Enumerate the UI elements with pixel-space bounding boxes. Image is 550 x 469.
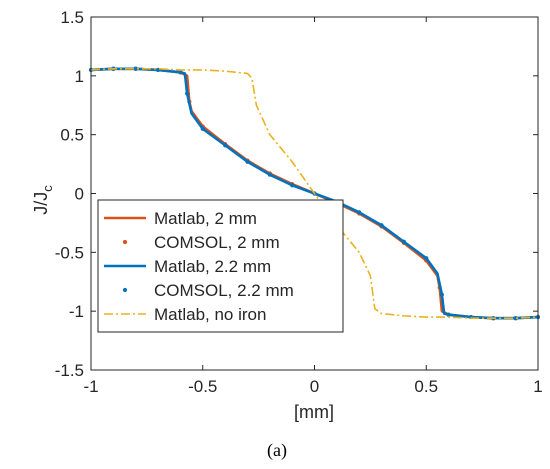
series-layer bbox=[88, 66, 541, 321]
x-tick-label: 0 bbox=[310, 377, 319, 396]
series-4-point bbox=[223, 143, 228, 148]
series-4-point bbox=[245, 159, 250, 164]
ticks-layer: -1 -0.5 0 0.5 1-1.5-1-0.500.511.5 bbox=[55, 8, 543, 396]
figure-caption: (a) bbox=[267, 440, 287, 461]
x-tick-label: -1 bbox=[83, 377, 98, 396]
legend-swatch bbox=[122, 287, 128, 293]
legend-label: COMSOL, 2.2 mm bbox=[154, 281, 294, 300]
y-tick-label: -1.5 bbox=[55, 361, 84, 380]
series-4-point bbox=[424, 256, 429, 261]
legend-entry: Matlab, 2 mm bbox=[104, 209, 257, 228]
y-tick-label: -0.5 bbox=[55, 243, 84, 262]
legend-entry: Matlab, no iron bbox=[104, 305, 266, 324]
series-4-point bbox=[267, 172, 272, 177]
series-4-point bbox=[133, 66, 138, 71]
y-tick-label: 1 bbox=[75, 67, 84, 86]
legend-label: Matlab, 2 mm bbox=[154, 209, 257, 228]
series-4-point bbox=[446, 312, 451, 317]
legend-entry: Matlab, 2.2 mm bbox=[104, 257, 271, 276]
y-axis-label: J/Jc bbox=[31, 185, 55, 215]
y-tick-label: 0 bbox=[75, 185, 84, 204]
series-5-line bbox=[90, 67, 539, 320]
series-4-point bbox=[178, 70, 183, 75]
y-axis-label-main: J/J bbox=[31, 192, 51, 215]
legend-entry: COMSOL, 2 mm bbox=[122, 233, 280, 252]
x-tick-label: 1 bbox=[533, 377, 542, 396]
series-4-point bbox=[290, 183, 295, 188]
legend-label: COMSOL, 2 mm bbox=[154, 233, 280, 252]
y-axis-label-subscript: c bbox=[40, 185, 55, 192]
legend-label: Matlab, 2.2 mm bbox=[154, 257, 271, 276]
x-tick-label: 0.5 bbox=[414, 377, 438, 396]
series-4-point bbox=[200, 126, 205, 131]
x-axis-label: [mm] bbox=[294, 402, 334, 422]
series-4-point bbox=[357, 210, 362, 215]
series-4-point bbox=[513, 316, 518, 321]
legend: Matlab, 2 mm COMSOL, 2 mm Matlab, 2.2 mm CO… bbox=[97, 199, 344, 333]
svg-text:J/Jc: J/Jc bbox=[31, 185, 55, 215]
y-tick-label: 0.5 bbox=[60, 126, 84, 145]
x-tick-label: -0.5 bbox=[188, 377, 217, 396]
series-4-point bbox=[439, 292, 444, 297]
series-4-point bbox=[185, 91, 190, 96]
legend-swatch bbox=[122, 239, 128, 245]
series-4-point bbox=[379, 223, 384, 228]
series-4-point bbox=[401, 239, 406, 244]
legend-label: Matlab, no iron bbox=[154, 305, 266, 324]
legend-entry: COMSOL, 2.2 mm bbox=[122, 281, 294, 300]
y-tick-label: -1 bbox=[69, 302, 84, 321]
y-tick-label: 1.5 bbox=[60, 8, 84, 27]
